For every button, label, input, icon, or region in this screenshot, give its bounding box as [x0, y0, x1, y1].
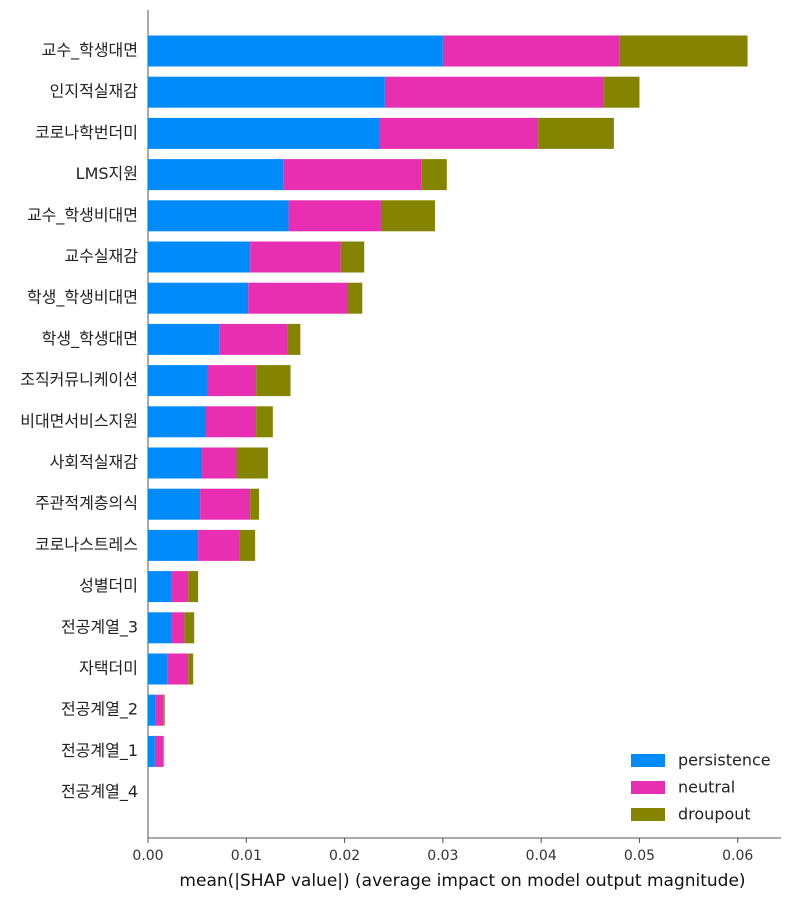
bar-segment-persistence	[148, 571, 172, 603]
category-label: 조직커뮤니케이션	[20, 370, 138, 389]
bar-segment-neutral	[171, 571, 189, 603]
bar-segment-persistence	[148, 529, 199, 561]
category-label: 비대면서비스지원	[20, 411, 138, 430]
x-axis-title: mean(|SHAP value|) (average impact on mo…	[179, 871, 745, 891]
bar-segment-neutral	[155, 694, 164, 726]
bar-segment-persistence	[148, 653, 168, 685]
category-label: 성별더미	[79, 576, 138, 595]
bar-segment-droupout	[188, 571, 199, 603]
category-label: 코로나학번더미	[35, 123, 138, 142]
bar-segment-droupout	[250, 488, 260, 520]
bar-segment-persistence	[148, 241, 251, 273]
bar-segment-persistence	[148, 735, 155, 767]
x-tick-label: 0.03	[427, 848, 458, 864]
legend-label: droupout	[678, 805, 751, 824]
bar-segment-neutral	[198, 529, 240, 561]
category-label: 학생_학생비대면	[27, 288, 138, 308]
bar-segment-droupout	[619, 35, 748, 67]
bar-segment-neutral	[206, 365, 257, 397]
bar-segment-persistence	[148, 35, 443, 67]
category-label: 교수_학생비대면	[27, 205, 138, 225]
x-tick-label: 0.05	[624, 848, 655, 864]
x-tick-label: 0.00	[132, 848, 163, 864]
bar-segment-droupout	[603, 76, 640, 108]
bar-segment-droupout	[340, 241, 365, 273]
bar-segment-neutral	[283, 159, 422, 191]
category-label: 사회적실재감	[50, 453, 139, 472]
bar-segment-persistence	[148, 117, 380, 149]
category-label: 전공계열_2	[61, 700, 138, 720]
category-label: 교수_학생대면	[42, 41, 138, 61]
bar-segment-droupout	[188, 653, 194, 685]
bar-segment-droupout	[239, 529, 256, 561]
bar-segment-persistence	[148, 488, 201, 520]
category-label: 주관적계층의식	[35, 494, 138, 513]
x-tick-label: 0.04	[526, 848, 557, 864]
bar-segment-persistence	[148, 406, 206, 438]
bar-segment-neutral	[248, 282, 348, 314]
bar-segment-persistence	[148, 694, 156, 726]
bar-segment-droupout	[538, 117, 614, 149]
bar-segment-neutral	[250, 241, 341, 273]
bar-segment-droupout	[380, 200, 436, 232]
bar-segment-persistence	[148, 365, 207, 397]
bar-segment-neutral	[205, 406, 257, 438]
bar-segment-droupout	[236, 447, 268, 479]
bar-segment-droupout	[256, 365, 291, 397]
legend-label: persistence	[678, 751, 771, 770]
bar-segment-neutral	[219, 323, 288, 355]
bar-segment-persistence	[148, 612, 172, 644]
bar-segment-neutral	[167, 653, 189, 685]
category-label: 인지적실재감	[50, 82, 139, 101]
bar-segment-neutral	[379, 117, 539, 149]
bar-segment-persistence	[148, 159, 284, 191]
category-label: LMS지원	[76, 164, 138, 183]
bar-segment-neutral	[202, 447, 237, 479]
bar-segment-persistence	[148, 323, 220, 355]
bar-segment-droupout	[421, 159, 447, 191]
bar-segment-droupout	[287, 323, 301, 355]
bar-segment-persistence	[148, 447, 203, 479]
bar-segment-persistence	[148, 200, 289, 232]
bar-segment-droupout	[184, 612, 195, 644]
legend-swatch-droupout	[631, 808, 665, 821]
x-tick-label: 0.01	[231, 848, 262, 864]
x-tick-label: 0.02	[329, 848, 360, 864]
category-label: 학생_학생대면	[42, 329, 138, 349]
bar-segment-droupout	[163, 694, 165, 726]
bar-segment-neutral	[288, 200, 381, 232]
x-tick-label: 0.06	[722, 848, 753, 864]
legend-swatch-persistence	[631, 754, 665, 767]
category-label: 전공계열_4	[61, 782, 138, 802]
bar-segment-neutral	[384, 76, 604, 108]
bar-segment-persistence	[148, 76, 385, 108]
category-label: 자택더미	[79, 659, 138, 678]
category-label: 전공계열_3	[61, 617, 138, 637]
category-label: 코로나스트레스	[35, 535, 138, 554]
bar-segment-droupout	[256, 406, 273, 438]
bar-segment-persistence	[148, 282, 249, 314]
legend-label: neutral	[678, 778, 735, 797]
bar-segment-droupout	[347, 282, 363, 314]
bar-segment-neutral	[154, 735, 164, 767]
bar-segment-neutral	[200, 488, 251, 520]
bar-segment-neutral	[171, 612, 185, 644]
category-label: 교수실재감	[64, 247, 138, 266]
category-label: 전공계열_1	[61, 741, 138, 761]
legend-swatch-neutral	[631, 781, 665, 794]
bar-segment-neutral	[442, 35, 620, 67]
